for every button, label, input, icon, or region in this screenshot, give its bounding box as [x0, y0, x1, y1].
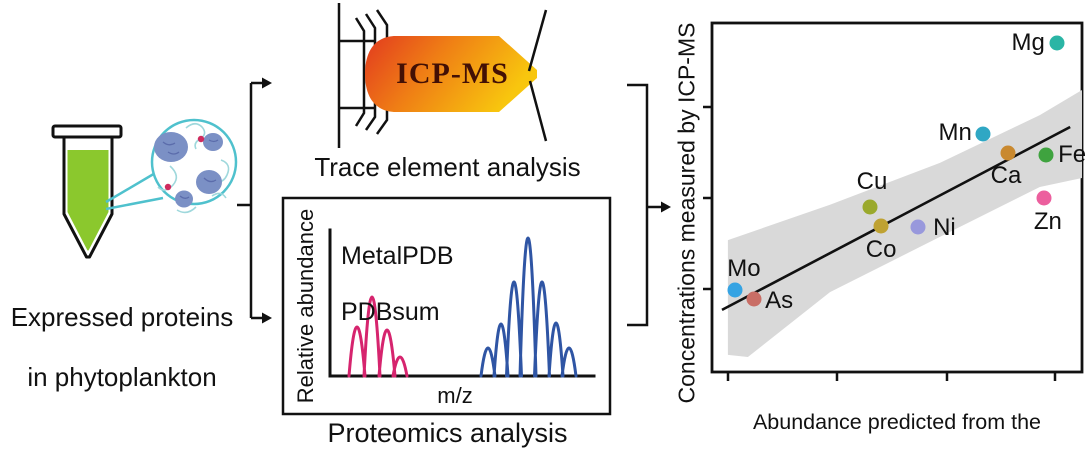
scatter-point-ni — [910, 219, 926, 235]
metal-ion-dots — [164, 135, 205, 191]
scatter-xlabel: Abundance predicted from the expressed p… — [712, 386, 1082, 460]
scatter-trend-art — [721, 90, 1082, 357]
spectrum-panel — [281, 196, 612, 416]
scatter-point-label-mn: Mn — [938, 118, 972, 146]
scatter-point-cu — [862, 199, 878, 215]
scatter-point-mg — [1049, 35, 1065, 51]
scatter-point-label-fe: Fe — [1058, 140, 1087, 168]
left-caption: Expressed proteins in phytoplankton — [0, 272, 244, 422]
spectrum-ylabel: Relative abundance — [293, 208, 318, 404]
database-label-pdbsum: PDBsum — [341, 298, 440, 326]
protein-blobs — [154, 132, 223, 208]
scatter-ylabel: Concentrations measured by ICP-MS — [673, 22, 700, 404]
scatter-point-mn — [975, 126, 991, 142]
plasma-flame-icon — [365, 36, 537, 112]
scatter-point-as — [746, 291, 762, 307]
scatter-point-label-ca: Ca — [990, 162, 1022, 190]
database-label-metalpdb: MetalPDB — [341, 242, 454, 270]
protein-magnifier-icon — [105, 118, 238, 214]
scatter-point-label-mo: Mo — [727, 254, 761, 282]
protein-blob-texture — [162, 139, 219, 199]
scatter-xlabel-line2: expressed proteome — [712, 458, 1082, 460]
database-labels: MetalPDB PDBsum — [341, 214, 454, 354]
scatter-point-fe — [1038, 147, 1054, 163]
icpms-device-label: ICP-MS — [396, 57, 509, 90]
scatter-point-ca — [1000, 145, 1016, 161]
proteomics-caption: Proteomics analysis — [327, 418, 568, 448]
sample-tube-icon — [51, 124, 123, 259]
scatter-point-label-as: As — [765, 287, 794, 315]
sampler-cone-icon — [527, 9, 548, 142]
spectrum-peaks — [347, 236, 578, 378]
scatter-point-label-mg: Mg — [1011, 28, 1045, 56]
merge-bracket-arrow — [627, 83, 671, 327]
scatter-ticks — [703, 105, 1057, 381]
scatter-point-label-zn: Zn — [1033, 207, 1062, 235]
spectrum-pink-cluster — [347, 295, 409, 378]
scatter-point-co — [873, 218, 889, 234]
trace-analysis-caption: Trace element analysis — [314, 152, 581, 182]
confidence-band — [727, 90, 1082, 357]
scatter-point-zn — [1036, 190, 1052, 206]
scatter-point-label-ni: Ni — [933, 214, 956, 242]
left-caption-line1: Expressed proteins — [10, 302, 234, 332]
regression-line — [721, 125, 1071, 312]
scatter-point-mo — [727, 282, 743, 298]
scatter-point-label-cu: Cu — [856, 167, 888, 195]
branch-connector-arrows — [237, 77, 272, 324]
scatter-plot-area: Mg Mn Ca Fe Zn Cu Co Ni Mo As — [712, 23, 1086, 372]
scatter-xlabel-line1: Abundance predicted from the — [752, 410, 1042, 434]
left-caption-line2: in phytoplankton — [27, 362, 217, 392]
protein-strand-squiggles — [157, 122, 230, 214]
scatter-point-label-co: Co — [865, 236, 897, 264]
spectrum-blue-cluster — [479, 236, 578, 378]
spectrum-xlabel: m/z — [437, 383, 473, 408]
